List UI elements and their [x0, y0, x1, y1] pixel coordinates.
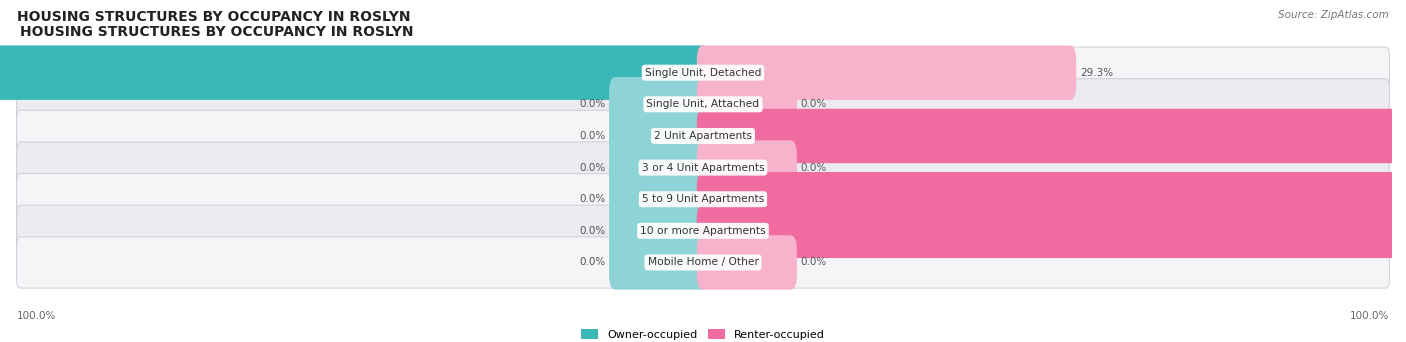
Text: 0.0%: 0.0% [579, 226, 606, 236]
Text: Single Unit, Attached: Single Unit, Attached [647, 99, 759, 109]
Text: Single Unit, Detached: Single Unit, Detached [645, 68, 761, 78]
FancyBboxPatch shape [17, 174, 1389, 225]
Text: 100.0%: 100.0% [1350, 312, 1389, 321]
FancyBboxPatch shape [697, 140, 797, 195]
FancyBboxPatch shape [17, 47, 1389, 98]
FancyBboxPatch shape [17, 142, 1389, 193]
FancyBboxPatch shape [17, 237, 1389, 288]
FancyBboxPatch shape [17, 79, 1389, 130]
Text: 0.0%: 0.0% [579, 162, 606, 173]
Text: 0.0%: 0.0% [579, 194, 606, 204]
Text: 10 or more Apartments: 10 or more Apartments [640, 226, 766, 236]
FancyBboxPatch shape [697, 109, 1406, 163]
FancyBboxPatch shape [17, 205, 1389, 256]
FancyBboxPatch shape [697, 172, 1406, 226]
FancyBboxPatch shape [609, 140, 709, 195]
FancyBboxPatch shape [609, 203, 709, 258]
Text: HOUSING STRUCTURES BY OCCUPANCY IN ROSLYN: HOUSING STRUCTURES BY OCCUPANCY IN ROSLY… [20, 25, 413, 39]
Legend: Owner-occupied, Renter-occupied: Owner-occupied, Renter-occupied [576, 325, 830, 342]
Text: Source: ZipAtlas.com: Source: ZipAtlas.com [1278, 10, 1389, 20]
FancyBboxPatch shape [17, 110, 1389, 161]
FancyBboxPatch shape [609, 235, 709, 290]
Text: 3 or 4 Unit Apartments: 3 or 4 Unit Apartments [641, 162, 765, 173]
FancyBboxPatch shape [697, 235, 797, 290]
FancyBboxPatch shape [609, 77, 709, 132]
Text: 0.0%: 0.0% [800, 162, 827, 173]
Text: 5 to 9 Unit Apartments: 5 to 9 Unit Apartments [643, 194, 763, 204]
Text: 0.0%: 0.0% [800, 99, 827, 109]
FancyBboxPatch shape [697, 77, 797, 132]
Text: HOUSING STRUCTURES BY OCCUPANCY IN ROSLYN: HOUSING STRUCTURES BY OCCUPANCY IN ROSLY… [17, 10, 411, 24]
Text: Mobile Home / Other: Mobile Home / Other [648, 258, 758, 267]
Text: 100.0%: 100.0% [17, 312, 56, 321]
Text: 0.0%: 0.0% [800, 258, 827, 267]
Text: 0.0%: 0.0% [579, 99, 606, 109]
Text: 2 Unit Apartments: 2 Unit Apartments [654, 131, 752, 141]
FancyBboxPatch shape [609, 109, 709, 163]
Text: 29.3%: 29.3% [1080, 68, 1114, 78]
FancyBboxPatch shape [697, 203, 1406, 258]
FancyBboxPatch shape [609, 172, 709, 226]
FancyBboxPatch shape [697, 45, 1076, 100]
FancyBboxPatch shape [0, 45, 709, 100]
Text: 0.0%: 0.0% [579, 131, 606, 141]
Text: 0.0%: 0.0% [579, 258, 606, 267]
